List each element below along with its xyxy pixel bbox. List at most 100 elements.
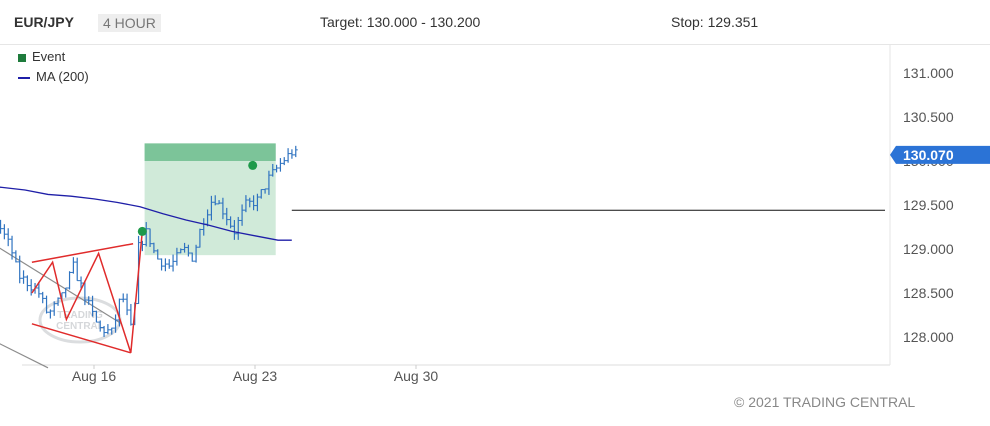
ohlc-bar[interactable] bbox=[209, 195, 214, 221]
ohlc-bar[interactable] bbox=[220, 197, 225, 220]
ohlc-bar[interactable] bbox=[56, 297, 61, 306]
ma-200-line bbox=[0, 186, 292, 241]
ohlc-bar[interactable] bbox=[86, 296, 91, 305]
ohlc-bar[interactable] bbox=[251, 195, 256, 211]
ohlc-bar[interactable] bbox=[67, 271, 72, 290]
ohlc-bar[interactable] bbox=[232, 220, 237, 240]
ohlc-bar[interactable] bbox=[121, 293, 126, 303]
ohlc-bar[interactable] bbox=[2, 224, 7, 240]
ohlc-bar[interactable] bbox=[79, 276, 84, 289]
ohlc-bar[interactable] bbox=[155, 249, 160, 260]
ohlc-bar[interactable] bbox=[278, 158, 283, 172]
svg-text:CENTRAL: CENTRAL bbox=[56, 321, 104, 332]
ohlc-bar[interactable] bbox=[259, 189, 264, 199]
ohlc-bar[interactable] bbox=[36, 281, 41, 298]
ohlc-bar[interactable] bbox=[94, 310, 99, 323]
ohlc-bar[interactable] bbox=[274, 164, 279, 173]
ohlc-bar[interactable] bbox=[182, 242, 187, 253]
ohlc-bar[interactable] bbox=[255, 193, 260, 212]
ohlc-bar[interactable] bbox=[113, 314, 118, 333]
ohlc-bar[interactable] bbox=[224, 207, 229, 226]
ohlc-bar[interactable] bbox=[247, 197, 252, 208]
ohlc-bar[interactable] bbox=[178, 248, 183, 254]
ohlc-bar[interactable] bbox=[6, 228, 11, 247]
legend-item-event: Event bbox=[18, 47, 89, 67]
ohlc-bar[interactable] bbox=[236, 216, 241, 240]
event-marker[interactable] bbox=[137, 226, 147, 236]
legend-label-ma: MA (200) bbox=[36, 69, 89, 84]
ohlc-bar[interactable] bbox=[102, 325, 107, 337]
pattern-upper-line bbox=[31, 242, 134, 263]
ohlc-bar[interactable] bbox=[40, 291, 45, 304]
last-price-label: 130.070 bbox=[903, 147, 954, 163]
ohlc-bar[interactable] bbox=[29, 279, 34, 296]
ohlc-bar[interactable] bbox=[21, 270, 26, 284]
legend-item-ma: MA (200) bbox=[18, 67, 89, 87]
y-tick-label: 128.000 bbox=[903, 329, 954, 345]
ohlc-bar[interactable] bbox=[263, 188, 268, 194]
ohlc-bar[interactable] bbox=[75, 257, 80, 282]
ohlc-bar[interactable] bbox=[52, 301, 57, 316]
last-price-badge bbox=[890, 145, 990, 164]
ohlc-bar[interactable] bbox=[98, 320, 103, 332]
ohlc-bar[interactable] bbox=[44, 295, 49, 314]
line-marker-icon bbox=[18, 76, 30, 79]
ohlc-bar[interactable] bbox=[240, 204, 245, 226]
y-tick-label: 129.500 bbox=[903, 197, 954, 213]
ohlc-bar[interactable] bbox=[289, 149, 294, 159]
pattern-lower-line bbox=[31, 323, 132, 354]
ohlc-bar[interactable] bbox=[228, 216, 233, 229]
svg-text:TRADING: TRADING bbox=[57, 310, 103, 321]
ohlc-bar[interactable] bbox=[105, 324, 110, 335]
ohlc-bar[interactable] bbox=[190, 252, 195, 262]
channel-upper-line bbox=[0, 247, 122, 325]
ohlc-bar[interactable] bbox=[63, 287, 68, 298]
target-label: Target: 130.000 - 130.200 bbox=[320, 14, 481, 30]
timeframe-badge[interactable]: 4 HOUR bbox=[98, 14, 161, 32]
ohlc-bar[interactable] bbox=[125, 293, 130, 316]
ohlc-bar[interactable] bbox=[293, 145, 298, 158]
chart-legend: Event MA (200) bbox=[18, 47, 89, 87]
ohlc-bar[interactable] bbox=[117, 298, 122, 327]
header-divider bbox=[0, 44, 990, 45]
ohlc-bar[interactable] bbox=[10, 235, 15, 260]
ohlc-bar[interactable] bbox=[148, 228, 153, 247]
y-tick-label: 130.500 bbox=[903, 109, 954, 125]
y-tick-label: 129.000 bbox=[903, 241, 954, 257]
ohlc-bar[interactable] bbox=[0, 219, 3, 234]
ohlc-bar[interactable] bbox=[109, 327, 114, 335]
ohlc-bar[interactable] bbox=[186, 244, 191, 257]
ohlc-bar[interactable] bbox=[144, 222, 149, 247]
event-marker[interactable] bbox=[248, 160, 258, 170]
ohlc-bar[interactable] bbox=[286, 148, 291, 163]
ohlc-bar[interactable] bbox=[270, 163, 275, 177]
ohlc-bar[interactable] bbox=[243, 195, 248, 213]
ohlc-bar[interactable] bbox=[71, 257, 76, 274]
ohlc-bar[interactable] bbox=[90, 295, 95, 317]
ohlc-bar[interactable] bbox=[174, 247, 179, 266]
ohlc-bar[interactable] bbox=[266, 170, 271, 195]
ohlc-bar[interactable] bbox=[48, 309, 53, 319]
ohlc-bar[interactable] bbox=[25, 275, 30, 292]
ohlc-bar[interactable] bbox=[217, 200, 222, 205]
copyright-text: © 2021 TRADING CENTRAL bbox=[734, 394, 916, 410]
ohlc-bar[interactable] bbox=[151, 242, 156, 254]
ohlc-bar[interactable] bbox=[282, 157, 287, 166]
ohlc-bar[interactable] bbox=[13, 250, 18, 263]
ohlc-bar[interactable] bbox=[167, 259, 172, 269]
ohlc-bar[interactable] bbox=[171, 254, 176, 272]
ohlc-bar[interactable] bbox=[213, 195, 218, 206]
ohlc-bar[interactable] bbox=[197, 228, 202, 248]
symbol-label[interactable]: EUR/JPY bbox=[14, 14, 74, 30]
ohlc-bar[interactable] bbox=[128, 303, 133, 326]
x-tick-label: Aug 30 bbox=[394, 368, 439, 384]
ohlc-bar[interactable] bbox=[163, 258, 168, 272]
ohlc-bar[interactable] bbox=[159, 258, 164, 271]
stop-label: Stop: 129.351 bbox=[671, 14, 759, 30]
pattern-zigzag-line bbox=[31, 231, 144, 354]
ohlc-bar[interactable] bbox=[194, 244, 199, 263]
ohlc-bar[interactable] bbox=[17, 255, 22, 284]
x-tick-label: Aug 23 bbox=[233, 368, 278, 384]
